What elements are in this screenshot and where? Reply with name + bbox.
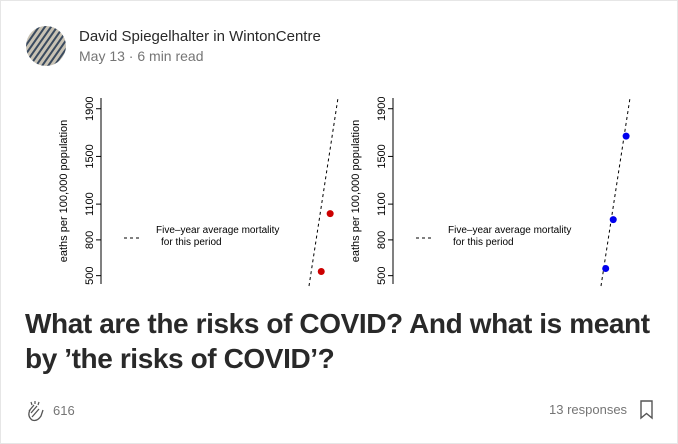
data-point xyxy=(622,132,630,140)
legend-text: for this period xyxy=(453,237,514,248)
y-tick-label: 1100 xyxy=(376,192,388,216)
responses-link[interactable]: 13 responses xyxy=(549,402,628,417)
legend-text: Five–year average mortality xyxy=(156,225,279,236)
y-tick-label: 800 xyxy=(84,231,96,249)
y-axis-label: eaths per 100,000 population xyxy=(350,120,362,263)
reference-line xyxy=(308,97,339,287)
bookmark-icon[interactable] xyxy=(639,400,655,420)
avatar[interactable] xyxy=(26,26,66,66)
y-tick-label: 1500 xyxy=(376,144,388,168)
data-point xyxy=(602,265,610,272)
story-title[interactable]: What are the risks of COVID? And what is… xyxy=(25,308,650,374)
post-meta: May 13 · 6 min read xyxy=(79,48,204,64)
data-point xyxy=(317,267,325,275)
author-name[interactable]: David Spiegelhalter in WintonCentre xyxy=(79,28,321,45)
y-tick-label: 500 xyxy=(376,266,388,284)
y-tick-label: 1900 xyxy=(84,96,96,120)
reference-line xyxy=(600,97,631,287)
y-axis-label: eaths per 100,000 population xyxy=(58,120,70,263)
y-tick-label: 500 xyxy=(84,266,96,284)
clap-icon[interactable] xyxy=(23,399,47,423)
chart-image: eaths per 100,000 population 500 800 1100 15… xyxy=(58,96,631,287)
clap-count: 616 xyxy=(53,403,75,418)
y-tick-label: 1900 xyxy=(376,96,388,120)
y-tick-label: 1100 xyxy=(84,192,96,216)
y-tick-label: 800 xyxy=(376,231,388,249)
data-point xyxy=(326,210,334,218)
y-tick-label: 1500 xyxy=(84,144,96,168)
legend-text: Five–year average mortality xyxy=(448,225,571,236)
data-point xyxy=(609,216,617,224)
legend-text: for this period xyxy=(161,237,222,248)
